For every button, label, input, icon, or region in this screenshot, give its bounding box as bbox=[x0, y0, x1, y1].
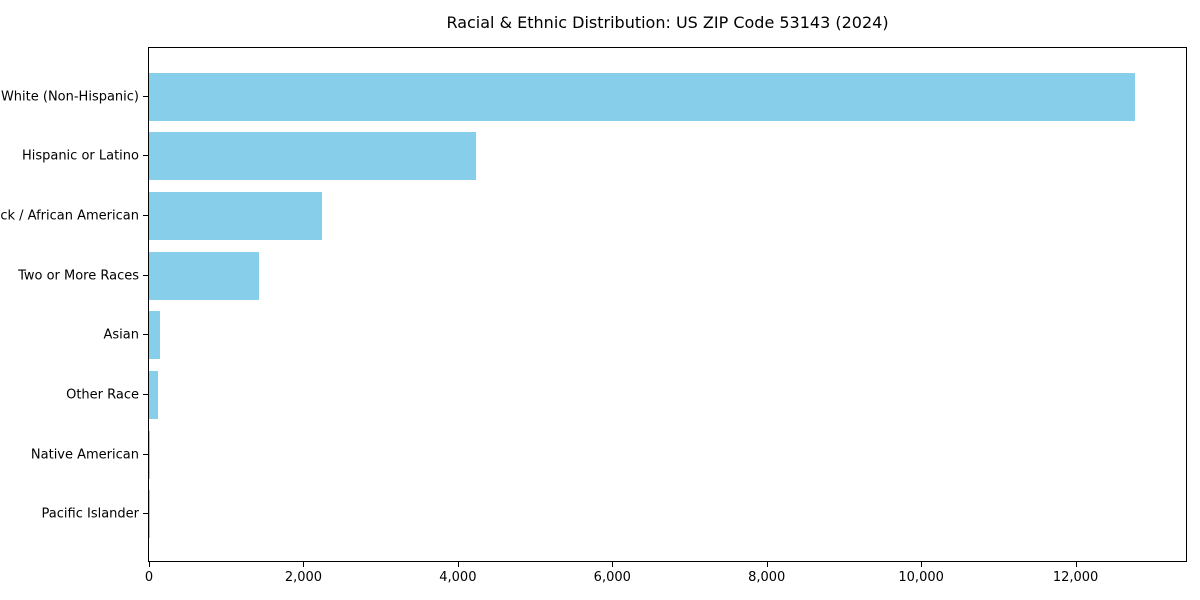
chart-title: Racial & Ethnic Distribution: US ZIP Cod… bbox=[446, 13, 889, 32]
x-axis-tick-label: 12,000 bbox=[1052, 570, 1099, 585]
bar bbox=[149, 311, 160, 360]
bar-rows: White (Non-Hispanic) Hispanic or Latino Bl… bbox=[0, 48, 1186, 561]
x-axis: 0 2,000 4,000 6,000 8,000 10,000 12,000 bbox=[145, 561, 1186, 600]
y-axis-tick bbox=[143, 393, 148, 395]
x-axis-tick-mark bbox=[612, 562, 614, 567]
x-axis-tick-label: 4,000 bbox=[439, 570, 477, 585]
x-axis-tick-label: 6,000 bbox=[593, 570, 631, 585]
x-axis-tick-mark bbox=[1075, 562, 1077, 567]
x-axis-tick-label: 2,000 bbox=[284, 570, 323, 585]
y-axis-tick bbox=[143, 453, 148, 455]
plot-area: White (Non-Hispanic) Hispanic or Latino Bl… bbox=[0, 47, 1187, 585]
bar-row: Other Race bbox=[66, 365, 1186, 425]
bar bbox=[149, 132, 477, 181]
x-axis-tick-label: 8,000 bbox=[748, 570, 786, 585]
y-axis-label: White (Non-Hispanic) bbox=[0, 89, 139, 105]
bar-row: Two or More Races bbox=[18, 246, 1186, 306]
bar bbox=[149, 430, 151, 479]
y-axis-tick bbox=[143, 513, 148, 515]
x-axis-tick-mark bbox=[303, 562, 305, 567]
y-axis-label: Native American bbox=[30, 447, 139, 463]
bar-row: Native American bbox=[31, 425, 1186, 485]
bar bbox=[149, 251, 260, 300]
y-axis-tick bbox=[143, 95, 148, 97]
bar-row: Asian bbox=[104, 306, 1186, 366]
bar bbox=[149, 192, 322, 241]
bar-row: Hispanic or Latino bbox=[22, 127, 1186, 187]
bar-row: Black / African American bbox=[0, 186, 1186, 246]
y-axis-label: Black / African American bbox=[0, 208, 139, 224]
x-axis-tick-mark bbox=[457, 562, 459, 567]
y-axis-tick bbox=[143, 215, 148, 217]
y-axis-label: Other Race bbox=[66, 387, 139, 403]
y-axis-tick bbox=[143, 155, 148, 157]
y-axis-label: Pacific Islander bbox=[41, 506, 139, 522]
y-axis-tick bbox=[143, 274, 148, 276]
y-axis-label: Asian bbox=[103, 327, 139, 343]
bar-row: Pacific Islander bbox=[42, 484, 1186, 544]
bar bbox=[149, 72, 1136, 121]
bar bbox=[149, 370, 158, 419]
bar-row: White (Non-Hispanic) bbox=[1, 67, 1186, 127]
x-axis-tick-mark bbox=[149, 562, 150, 567]
y-axis-label: Two or More Races bbox=[18, 268, 139, 284]
x-axis-tick-label: 10,000 bbox=[898, 570, 944, 585]
x-axis-tick-mark bbox=[921, 562, 923, 567]
x-axis-tick-mark bbox=[766, 562, 768, 567]
y-axis-tick bbox=[143, 334, 148, 336]
x-axis-tick-label: 0 bbox=[144, 570, 154, 585]
y-axis-label: Hispanic or Latino bbox=[21, 148, 139, 164]
